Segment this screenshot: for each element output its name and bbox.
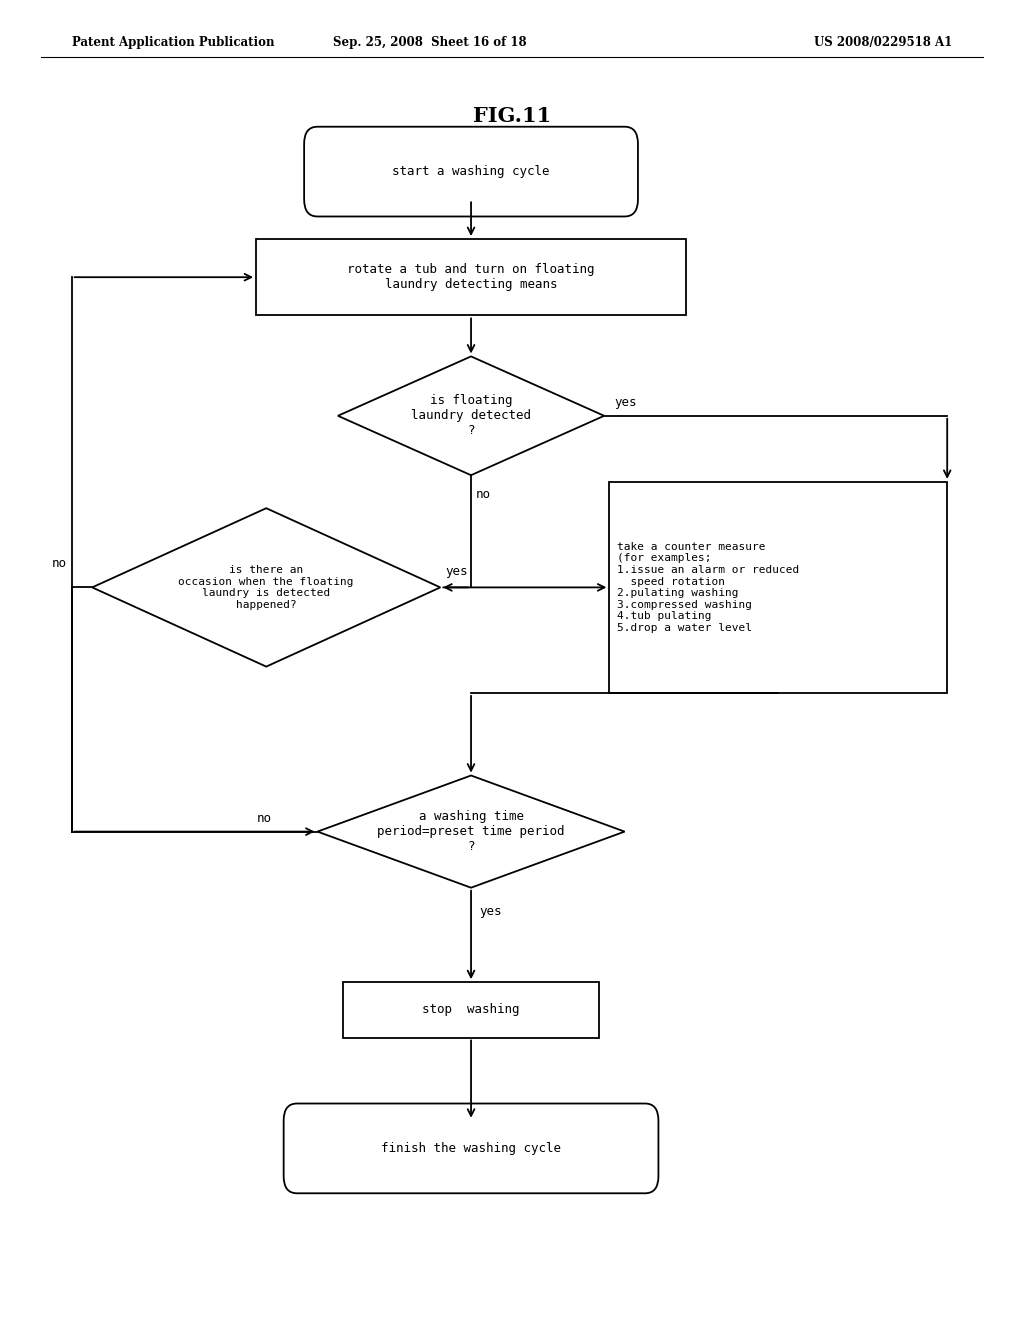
Polygon shape [92,508,440,667]
Text: Patent Application Publication: Patent Application Publication [72,36,274,49]
Text: yes: yes [614,396,637,409]
Bar [256,239,686,315]
Text: stop  washing: stop washing [422,1003,520,1016]
Text: a washing time
period=preset time period
?: a washing time period=preset time period… [377,810,565,853]
Text: rotate a tub and turn on floating
laundry detecting means: rotate a tub and turn on floating laundr… [347,263,595,292]
Text: start a washing cycle: start a washing cycle [392,165,550,178]
Text: yes: yes [479,906,502,917]
Text: no: no [51,557,67,570]
Text: yes: yes [445,565,468,578]
Bar [609,482,947,693]
Polygon shape [338,356,604,475]
FancyBboxPatch shape [284,1104,658,1193]
FancyBboxPatch shape [304,127,638,216]
Polygon shape [317,776,625,887]
Text: US 2008/0229518 A1: US 2008/0229518 A1 [814,36,952,49]
Text: is there an
occasion when the floating
laundry is detected
happened?: is there an occasion when the floating l… [178,565,354,610]
Text: is floating
laundry detected
?: is floating laundry detected ? [411,395,531,437]
Text: take a counter measure
(for examples;
1.issue an alarm or reduced
  speed rotati: take a counter measure (for examples; 1.… [617,541,800,634]
Text: FIG.11: FIG.11 [473,106,551,125]
Text: finish the washing cycle: finish the washing cycle [381,1142,561,1155]
Text: no: no [476,488,492,502]
Bar [343,982,599,1038]
Text: Sep. 25, 2008  Sheet 16 of 18: Sep. 25, 2008 Sheet 16 of 18 [333,36,527,49]
Text: no: no [256,812,271,825]
